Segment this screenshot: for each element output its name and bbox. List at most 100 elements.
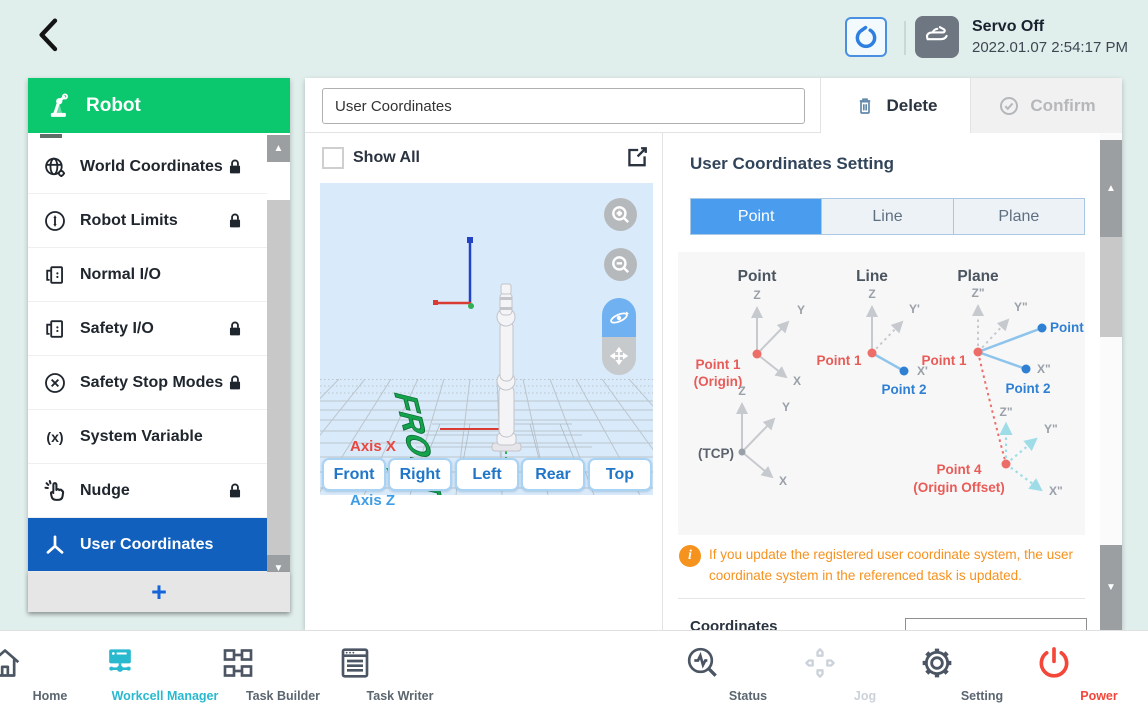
svg-text:X": X" [1037,362,1051,376]
coordinate-name-input[interactable] [322,88,805,124]
rotate-view-button[interactable] [602,298,636,337]
svg-text:(Origin): (Origin) [694,374,743,389]
io-port-icon [42,316,68,342]
sidebar-item-normal-io[interactable]: Normal I/O [28,248,267,302]
svg-text:Point 2: Point 2 [881,382,926,397]
svg-text:X': X' [917,364,928,378]
svg-text:Z": Z" [999,405,1012,419]
robot-limits-icon [42,208,68,234]
svg-text:Z": Z" [971,286,984,300]
svg-text:Plane: Plane [957,268,999,285]
expand-viewer-icon[interactable] [623,143,651,171]
jog-dpad-icon [800,643,930,683]
main-panel: Delete Confirm Show All [305,78,1122,630]
orbit-icon [610,311,629,324]
axis-z-label: Axis Z [350,492,396,509]
nav-power[interactable]: Power [1034,643,1148,703]
view-front-button[interactable]: Front [322,458,386,491]
lock-icon [224,210,246,232]
svg-text:Point 1: Point 1 [921,353,966,368]
nav-workcell-manager[interactable]: Workcell Manager [100,643,230,703]
sidebar-item-user-coordinates[interactable]: User Coordinates [28,518,267,572]
plus-icon: + [151,576,167,607]
divider [678,598,1085,599]
nav-jog[interactable]: Jog [800,643,930,703]
robot-3d-viewer[interactable]: FRONT [320,183,653,509]
robot-arm-icon [44,91,74,121]
scrolled-item-partial [40,134,62,138]
scrollbar-thumb[interactable] [1100,237,1122,337]
hand-guiding-button[interactable] [915,16,959,58]
svg-text:Point: Point [738,268,777,285]
sidebar-scrollbar: ▲ ▼ [267,135,290,582]
sidebar-item-safety-io[interactable]: Safety I/O [28,302,267,356]
show-all-label: Show All [353,149,420,166]
lock-icon [224,318,246,340]
zoom-out-button[interactable] [604,248,637,281]
move-icon [609,346,629,366]
view-top-button[interactable]: Top [588,458,652,491]
coordinate-type-tabs: Point Line Plane [690,198,1085,235]
scrollbar-thumb[interactable] [267,200,290,555]
show-all-checkbox[interactable] [322,147,344,169]
stop-circle-icon [42,370,68,396]
svg-text:Point 3: Point 3 [1050,320,1085,335]
pan-view-button[interactable] [602,337,636,375]
sidebar-item-world-coordinates[interactable]: World Coordinates [28,140,267,194]
scroll-up-button[interactable]: ▲ [1100,140,1122,237]
tab-plane[interactable]: Plane [952,199,1084,234]
io-port-icon [42,262,68,288]
info-icon: i [679,545,701,567]
hand-gesture-icon [921,21,953,53]
tab-point[interactable]: Point [691,199,822,234]
add-item-button[interactable]: + [28,572,290,612]
view-rear-button[interactable]: Rear [521,458,585,491]
nav-home[interactable]: Home [0,643,115,703]
task-builder-icon [218,643,348,683]
home-icon [0,643,115,683]
nudge-hand-icon [42,478,68,504]
sidebar-header-robot: Robot [28,78,290,133]
lock-icon [224,372,246,394]
view-right-button[interactable]: Right [388,458,452,491]
back-button[interactable] [30,12,70,56]
manual-mode-button[interactable] [845,17,887,57]
svg-text:Y": Y" [1014,300,1028,314]
nav-task-builder[interactable]: Task Builder [218,643,348,703]
svg-text:X: X [793,374,801,388]
svg-text:Z: Z [868,287,875,301]
confirm-button[interactable]: Confirm [970,78,1122,133]
sidebar-item-nudge[interactable]: Nudge [28,464,267,518]
topbar-divider [904,21,906,55]
view-left-button[interactable]: Left [455,458,519,491]
user-coordinates-icon [42,532,68,558]
zoom-in-button[interactable] [604,198,637,231]
tab-line[interactable]: Line [821,199,953,234]
svg-text:Point 4: Point 4 [936,462,981,477]
svg-text:Y": Y" [1044,422,1058,436]
nav-setting[interactable]: Setting [917,643,1047,703]
svg-text:(TCP): (TCP) [698,446,734,461]
svg-text:Point 1: Point 1 [695,357,740,372]
info-message: If you update the registered user coordi… [709,547,1073,583]
check-circle-icon [997,94,1021,118]
axis-x-label: Axis X [350,438,396,455]
robot-arm-model [491,283,522,452]
scroll-up-button[interactable]: ▲ [267,135,290,162]
nav-task-writer[interactable]: Task Writer [335,643,465,703]
power-icon [1034,643,1148,683]
section-divider [662,133,663,630]
svg-text:Point 1: Point 1 [816,353,861,368]
sidebar-item-robot-limits[interactable]: Robot Limits [28,194,267,248]
sidebar-item-system-variable[interactable]: (x) System Variable [28,410,267,464]
delete-button[interactable]: Delete [820,78,970,133]
nav-status[interactable]: Status [683,643,813,703]
svg-text:Y: Y [797,303,805,317]
coordinates-field-input[interactable] [905,618,1087,630]
svg-text:X": X" [1049,484,1063,498]
sidebar-item-safety-stop-modes[interactable]: Safety Stop Modes [28,356,267,410]
scroll-down-button[interactable]: ▼ [1100,545,1122,630]
servo-status: Servo Off [972,18,1045,35]
trash-icon [853,94,877,118]
lock-icon [224,480,246,502]
